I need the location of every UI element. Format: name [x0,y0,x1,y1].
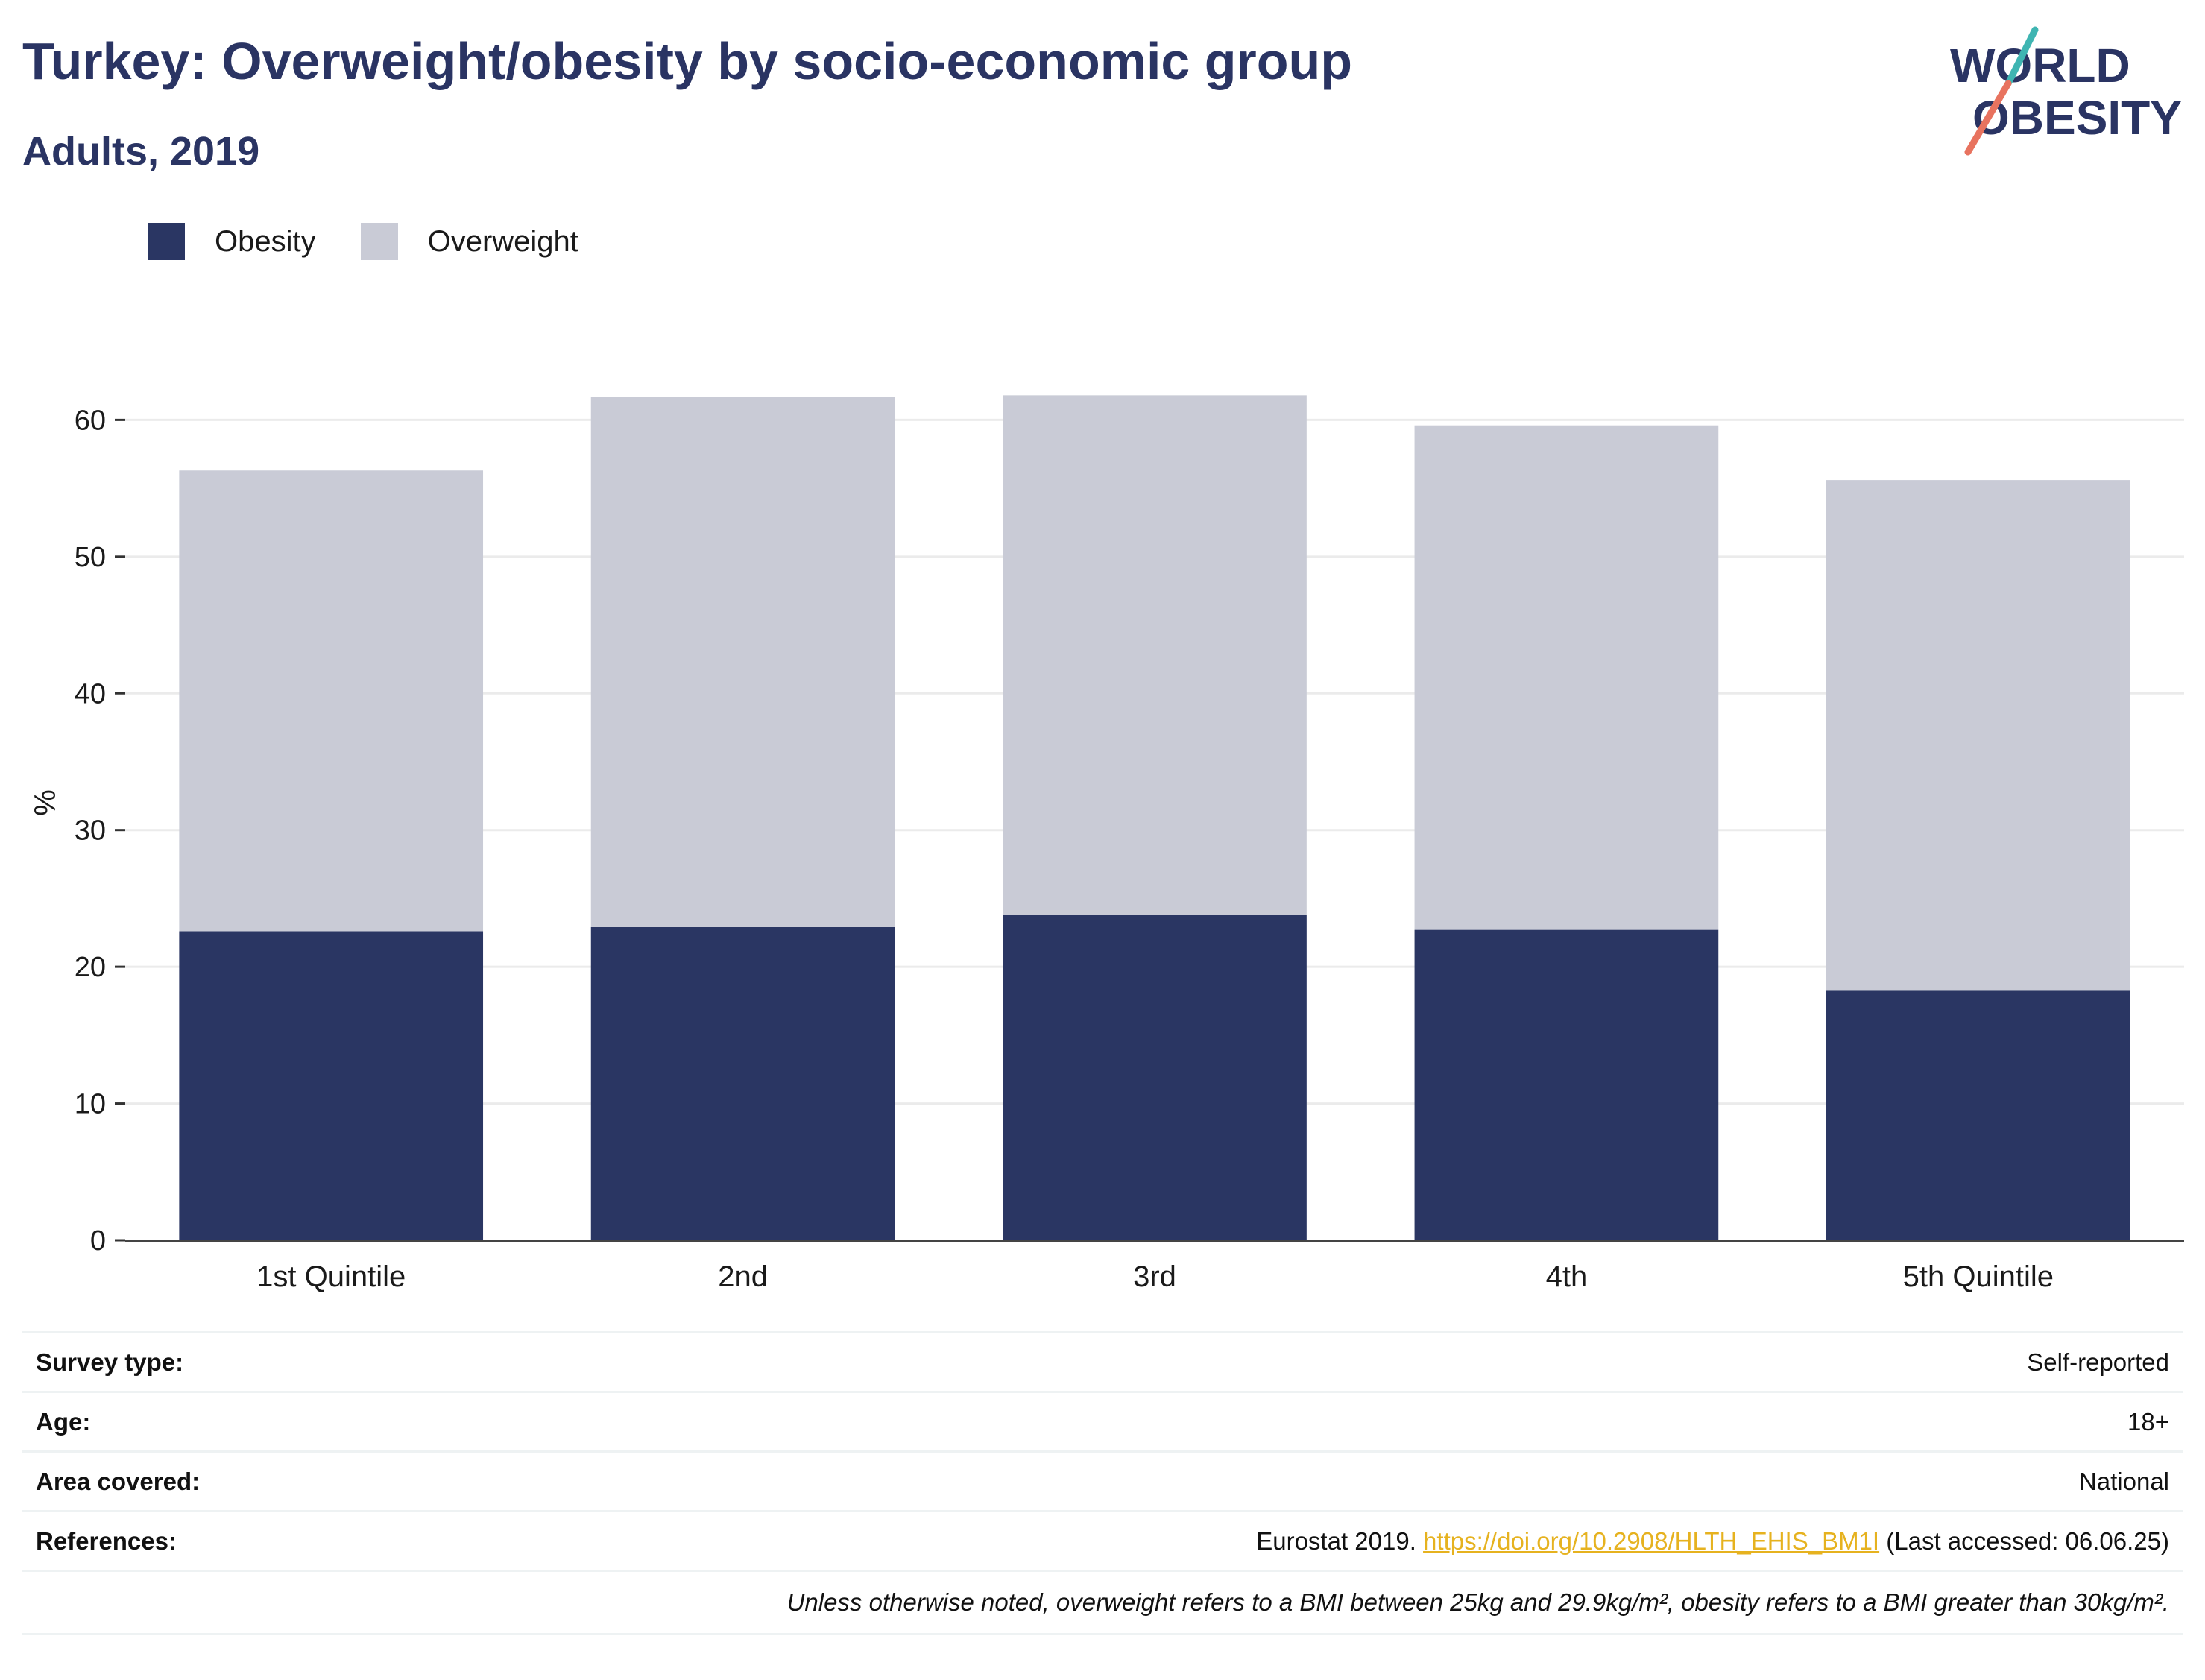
reference-source: Eurostat 2019. [1256,1526,1416,1555]
bar-obesity-2 [590,926,895,1240]
info-row-area-covered: Area covered: National [22,1450,2183,1510]
world-obesity-logo: WORLD OBESITY [1950,26,2182,156]
bar-obesity-4 [1414,929,1719,1240]
legend: Obesity Overweight [148,221,623,262]
reference-link[interactable]: https://doi.org/10.2908/HLTH_EHIS_BM1I [1423,1526,1880,1555]
bar-obesity-1 [179,931,484,1240]
references-value: Eurostat 2019. https://doi.org/10.2908/H… [1256,1527,2169,1556]
y-tick-label: 40 [75,678,106,710]
legend-label-overweight: Overweight [427,224,578,258]
logo-slash-teal [2004,26,2039,87]
y-axis-label: % [29,789,62,816]
legend-item-obesity[interactable]: Obesity [148,223,316,260]
bar-overweight-1 [179,470,484,932]
legend-item-overweight[interactable]: Overweight [360,223,578,260]
x-tick-label: 2nd [718,1260,768,1293]
legend-label-obesity: Obesity [215,224,316,258]
chart-title: Turkey: Overweight/obesity by socio-econ… [22,32,1353,90]
stacked-bar-chart: 0 10 20 30 40 50 60% 1st Quintile 2nd 3rd 4th 5th Q… [29,395,2184,1293]
y-tick-label: 20 [75,952,106,983]
y-tick-label: 30 [75,815,106,847]
logo-slash-coral [1964,80,2012,156]
y-tick-label: 0 [90,1225,106,1257]
bar-overweight-3 [1003,395,1307,915]
logo-line-2: OBESITY [1972,91,2182,145]
y-tick-label: 50 [75,542,106,573]
info-key: Age: [36,1407,91,1436]
info-value: National [2078,1467,2169,1495]
chart-subtitle: Adults, 2019 [22,129,260,174]
bar-overweight-4 [1414,425,1719,930]
definition-note: Unless otherwise noted, overweight refer… [22,1570,2183,1635]
x-tick-label: 3rd [1133,1260,1176,1293]
legend-swatch-obesity [148,223,185,260]
logo-line-1: WORLD [1950,39,2130,92]
x-tick-label: 5th Quintile [1903,1260,2054,1293]
reference-accessed: (Last accessed: 06.06.25) [1886,1526,2169,1555]
note-text: Unless otherwise noted, overweight refer… [786,1588,2169,1616]
bar-overweight-2 [590,397,895,927]
x-tick-label: 4th [1546,1260,1588,1293]
info-value: Self-reported [2027,1348,2169,1376]
info-row-age: Age: 18+ [22,1391,2183,1450]
info-table: Survey type: Self-reported Age: 18+ Area… [22,1331,2183,1635]
x-tick-label: 1st Quintile [256,1260,406,1293]
info-key: References: [36,1526,177,1555]
bar-obesity-3 [1003,915,1307,1240]
info-key: Area covered: [36,1467,201,1495]
y-tick-label: 10 [75,1089,106,1120]
info-key: Survey type: [36,1348,184,1376]
info-row-survey-type: Survey type: Self-reported [22,1331,2183,1391]
legend-swatch-overweight [360,223,398,260]
info-value: 18+ [2127,1407,2169,1436]
bar-overweight-5 [1826,480,2130,991]
y-tick-label: 60 [75,405,106,436]
bar-obesity-5 [1826,990,2130,1240]
info-row-references: References: Eurostat 2019. https://doi.o… [22,1510,2183,1570]
